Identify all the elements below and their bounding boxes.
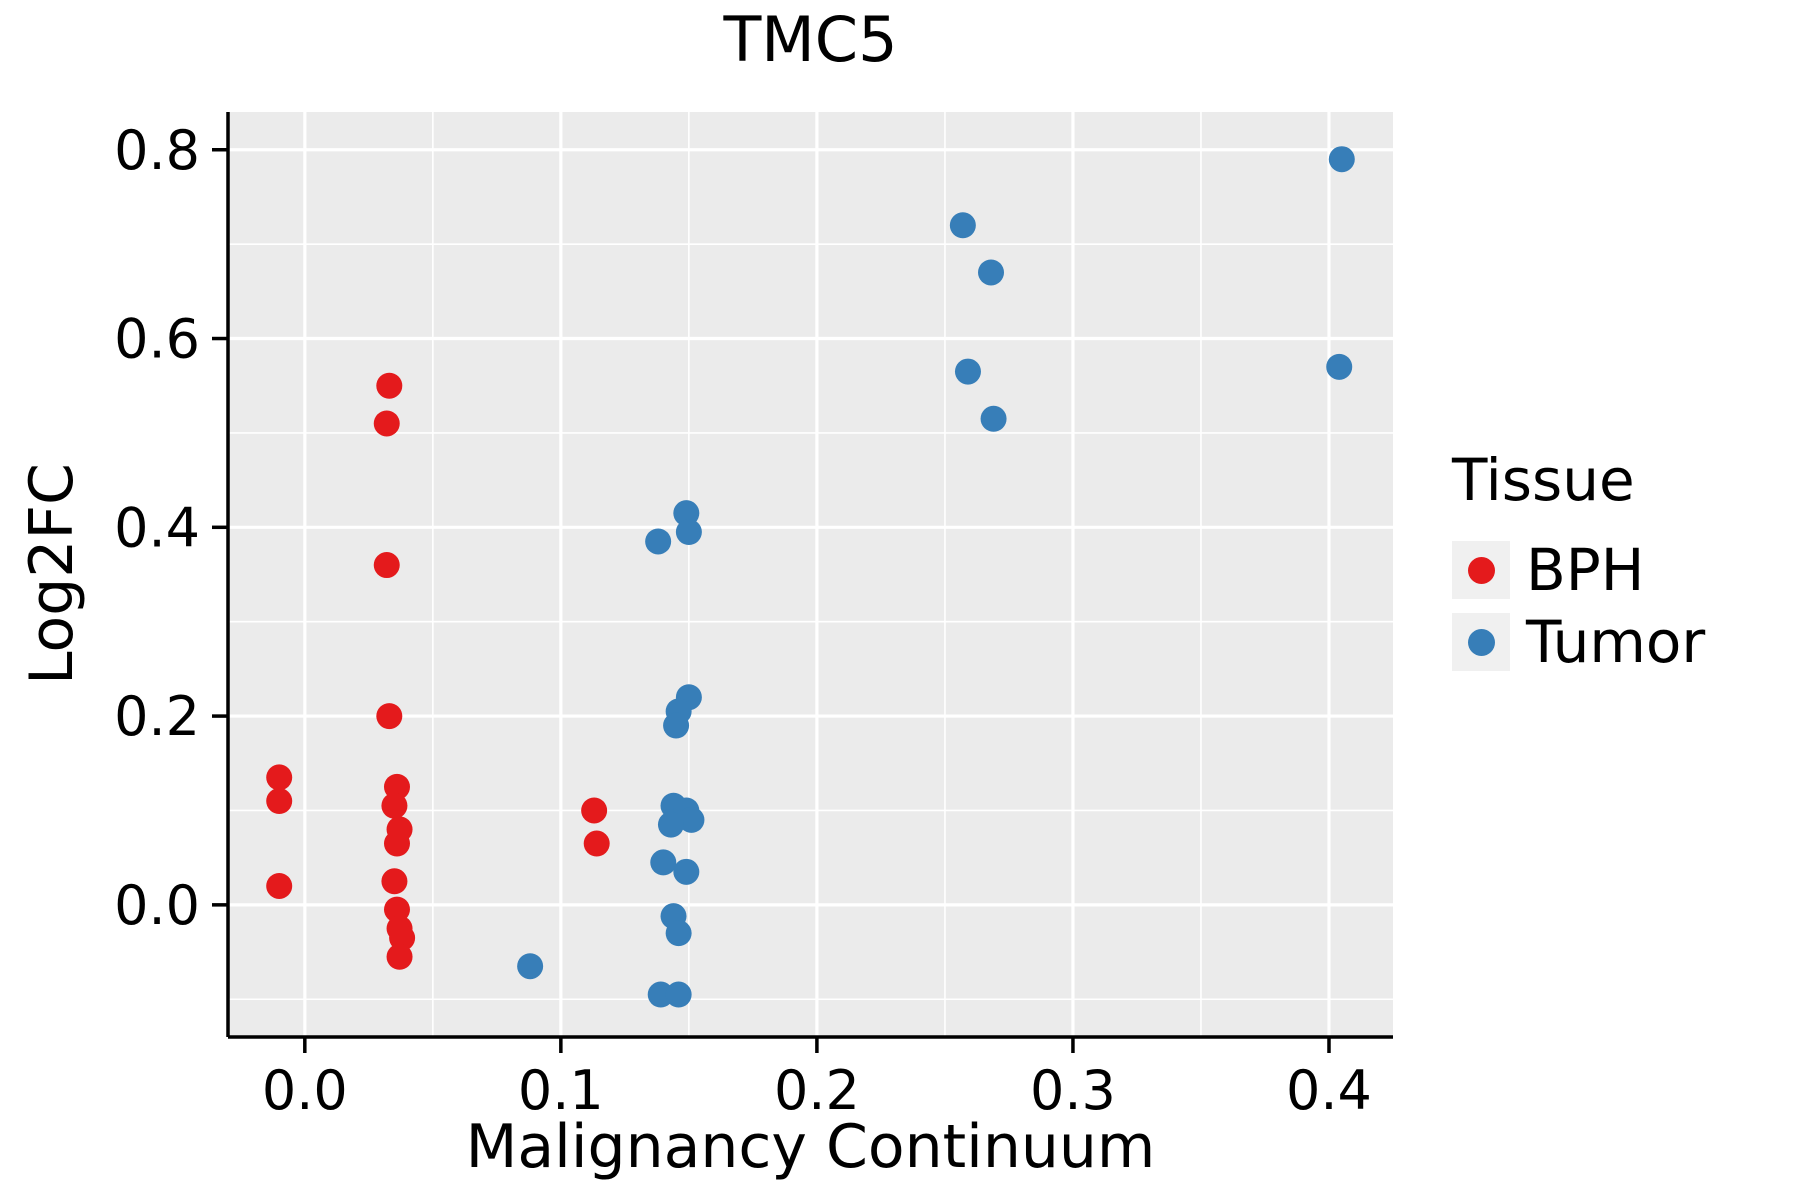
data-point-bph: [266, 788, 293, 815]
data-point-bph: [386, 943, 413, 970]
x-axis-label: Malignancy Continuum: [465, 1112, 1156, 1182]
data-point-bph: [266, 764, 293, 791]
data-point-bph: [266, 872, 293, 899]
data-point-tumor: [949, 212, 976, 239]
data-point-tumor: [647, 981, 674, 1008]
data-point-tumor: [665, 920, 692, 947]
y-tick-label: 0.0: [114, 874, 200, 937]
x-tick-label: 0.2: [774, 1059, 860, 1122]
legend-item-bph: BPH: [1452, 536, 1705, 604]
data-point-bph: [381, 868, 408, 895]
data-point-bph: [373, 552, 400, 579]
data-point-tumor: [673, 858, 700, 885]
data-point-tumor: [980, 405, 1007, 432]
y-axis-label: Log2FC: [17, 463, 87, 685]
data-point-bph: [581, 797, 608, 824]
data-point-tumor: [1326, 353, 1353, 380]
legend-label: BPH: [1526, 536, 1645, 604]
x-tick-label: 0.1: [518, 1059, 604, 1122]
data-point-bph: [373, 410, 400, 437]
data-point-bph: [381, 792, 408, 819]
legend-dot-icon: [1467, 556, 1495, 584]
data-point-tumor: [657, 811, 684, 838]
y-tick-label: 0.4: [114, 496, 200, 559]
data-point-tumor: [663, 712, 690, 739]
x-tick-label: 0.3: [1030, 1059, 1116, 1122]
legend-key-tumor: [1452, 613, 1510, 671]
legend-title: Tissue: [1452, 446, 1635, 514]
data-point-tumor: [675, 519, 702, 546]
data-point-tumor: [678, 806, 705, 833]
panel-background: [228, 112, 1393, 1037]
data-point-bph: [583, 830, 610, 857]
data-point-tumor: [645, 528, 672, 555]
y-tick-label: 0.6: [114, 308, 200, 371]
chart-title: TMC5: [723, 3, 898, 76]
legend-label: Tumor: [1526, 608, 1706, 676]
legend-items: BPH Tumor: [1452, 536, 1705, 676]
data-point-tumor: [665, 981, 692, 1008]
data-point-tumor: [517, 953, 544, 980]
data-point-tumor: [954, 358, 981, 385]
data-point-tumor: [978, 259, 1005, 286]
data-point-bph: [376, 703, 403, 730]
y-tick-label: 0.2: [114, 685, 200, 748]
legend-key-bph: [1452, 541, 1510, 599]
data-point-tumor: [650, 849, 677, 876]
data-point-bph: [383, 830, 410, 857]
legend-item-tumor: Tumor: [1452, 608, 1705, 676]
x-tick-label: 0.4: [1286, 1059, 1372, 1122]
x-tick-label: 0.0: [262, 1059, 348, 1122]
y-tick-label: 0.8: [114, 119, 200, 182]
legend-dot-icon: [1467, 628, 1495, 656]
legend: Tissue BPH Tumor: [1452, 446, 1705, 680]
data-point-tumor: [1328, 146, 1355, 173]
data-point-bph: [376, 372, 403, 399]
